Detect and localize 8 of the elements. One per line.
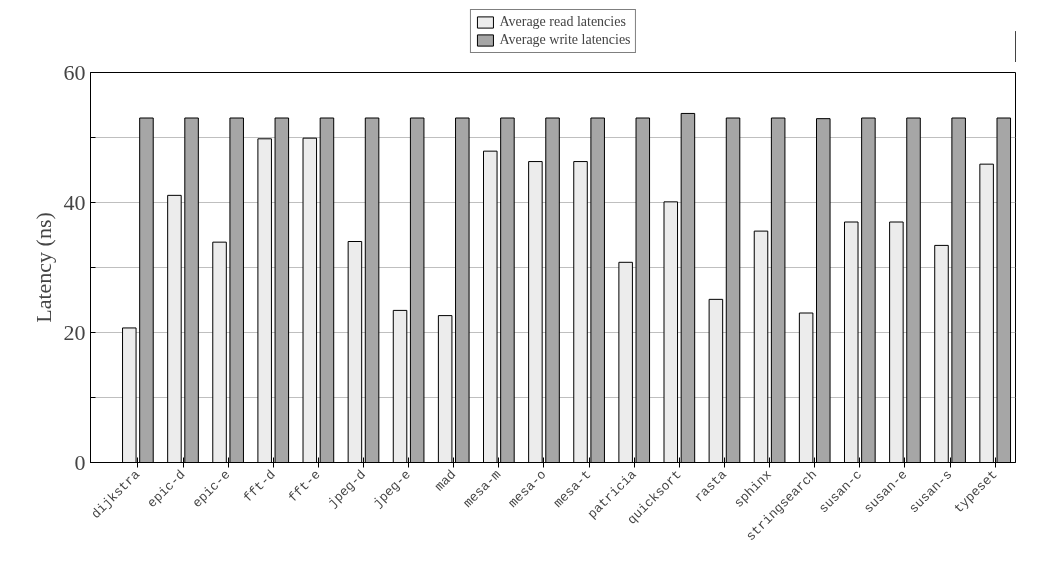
x-tick-label: mad: [431, 467, 460, 495]
legend-label: Average write latencies: [499, 32, 631, 48]
y-tick-label: 0: [74, 449, 86, 475]
y-axis-title: Latency (ns): [30, 212, 56, 323]
legend-label: Average read latencies: [499, 14, 626, 30]
y-tick-label: 60: [63, 59, 86, 85]
y-tick-label: 20: [63, 319, 86, 345]
y-tick-label: 40: [63, 189, 86, 215]
